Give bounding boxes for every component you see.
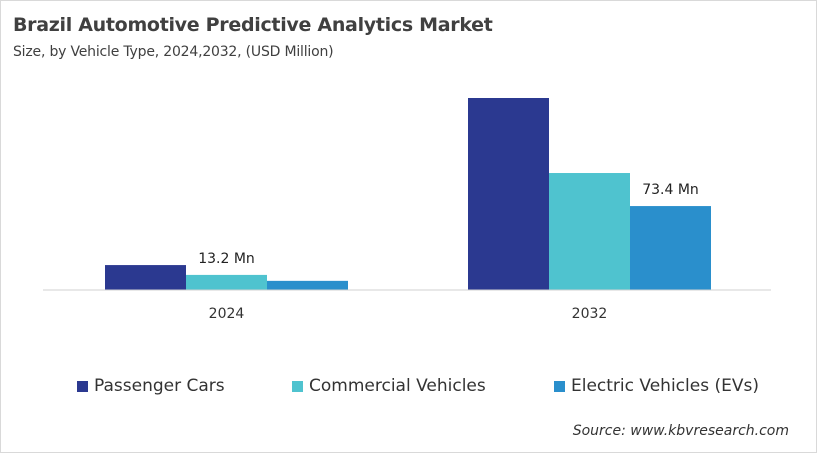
chart-subtitle: Size, by Vehicle Type, 2024,2032, (USD M… [13,44,334,60]
bar-electric-vehicles-evs--2032 [630,206,711,290]
legend-swatch [554,380,565,392]
bar-passenger-cars-2024 [105,265,186,290]
legend-item-electric-vehicles: Electric Vehicles (EVs) [554,376,759,396]
data-label: 13.2 Mn [198,251,255,267]
bar-passenger-cars-2032 [468,98,549,290]
x-tick-label: 2024 [209,306,245,322]
legend-item-commercial-vehicles: Commercial Vehicles [292,376,486,396]
legend-swatch [292,380,303,392]
source-note: Source: www.kbvresearch.com [572,423,789,439]
legend-label: Electric Vehicles (EVs) [571,376,759,396]
legend-label: Commercial Vehicles [309,376,486,396]
chart-title: Brazil Automotive Predictive Analytics M… [13,14,493,36]
legend-swatch [77,380,88,392]
x-tick-label: 2032 [572,306,608,322]
bar-commercial-vehicles-2032 [549,173,630,290]
legend-label: Passenger Cars [94,376,225,396]
bar-commercial-vehicles-2024 [186,274,267,290]
legend-item-passenger-cars: Passenger Cars [77,376,225,396]
bar-electric-vehicles-evs--2024 [267,280,348,290]
data-label: 73.4 Mn [642,182,699,198]
